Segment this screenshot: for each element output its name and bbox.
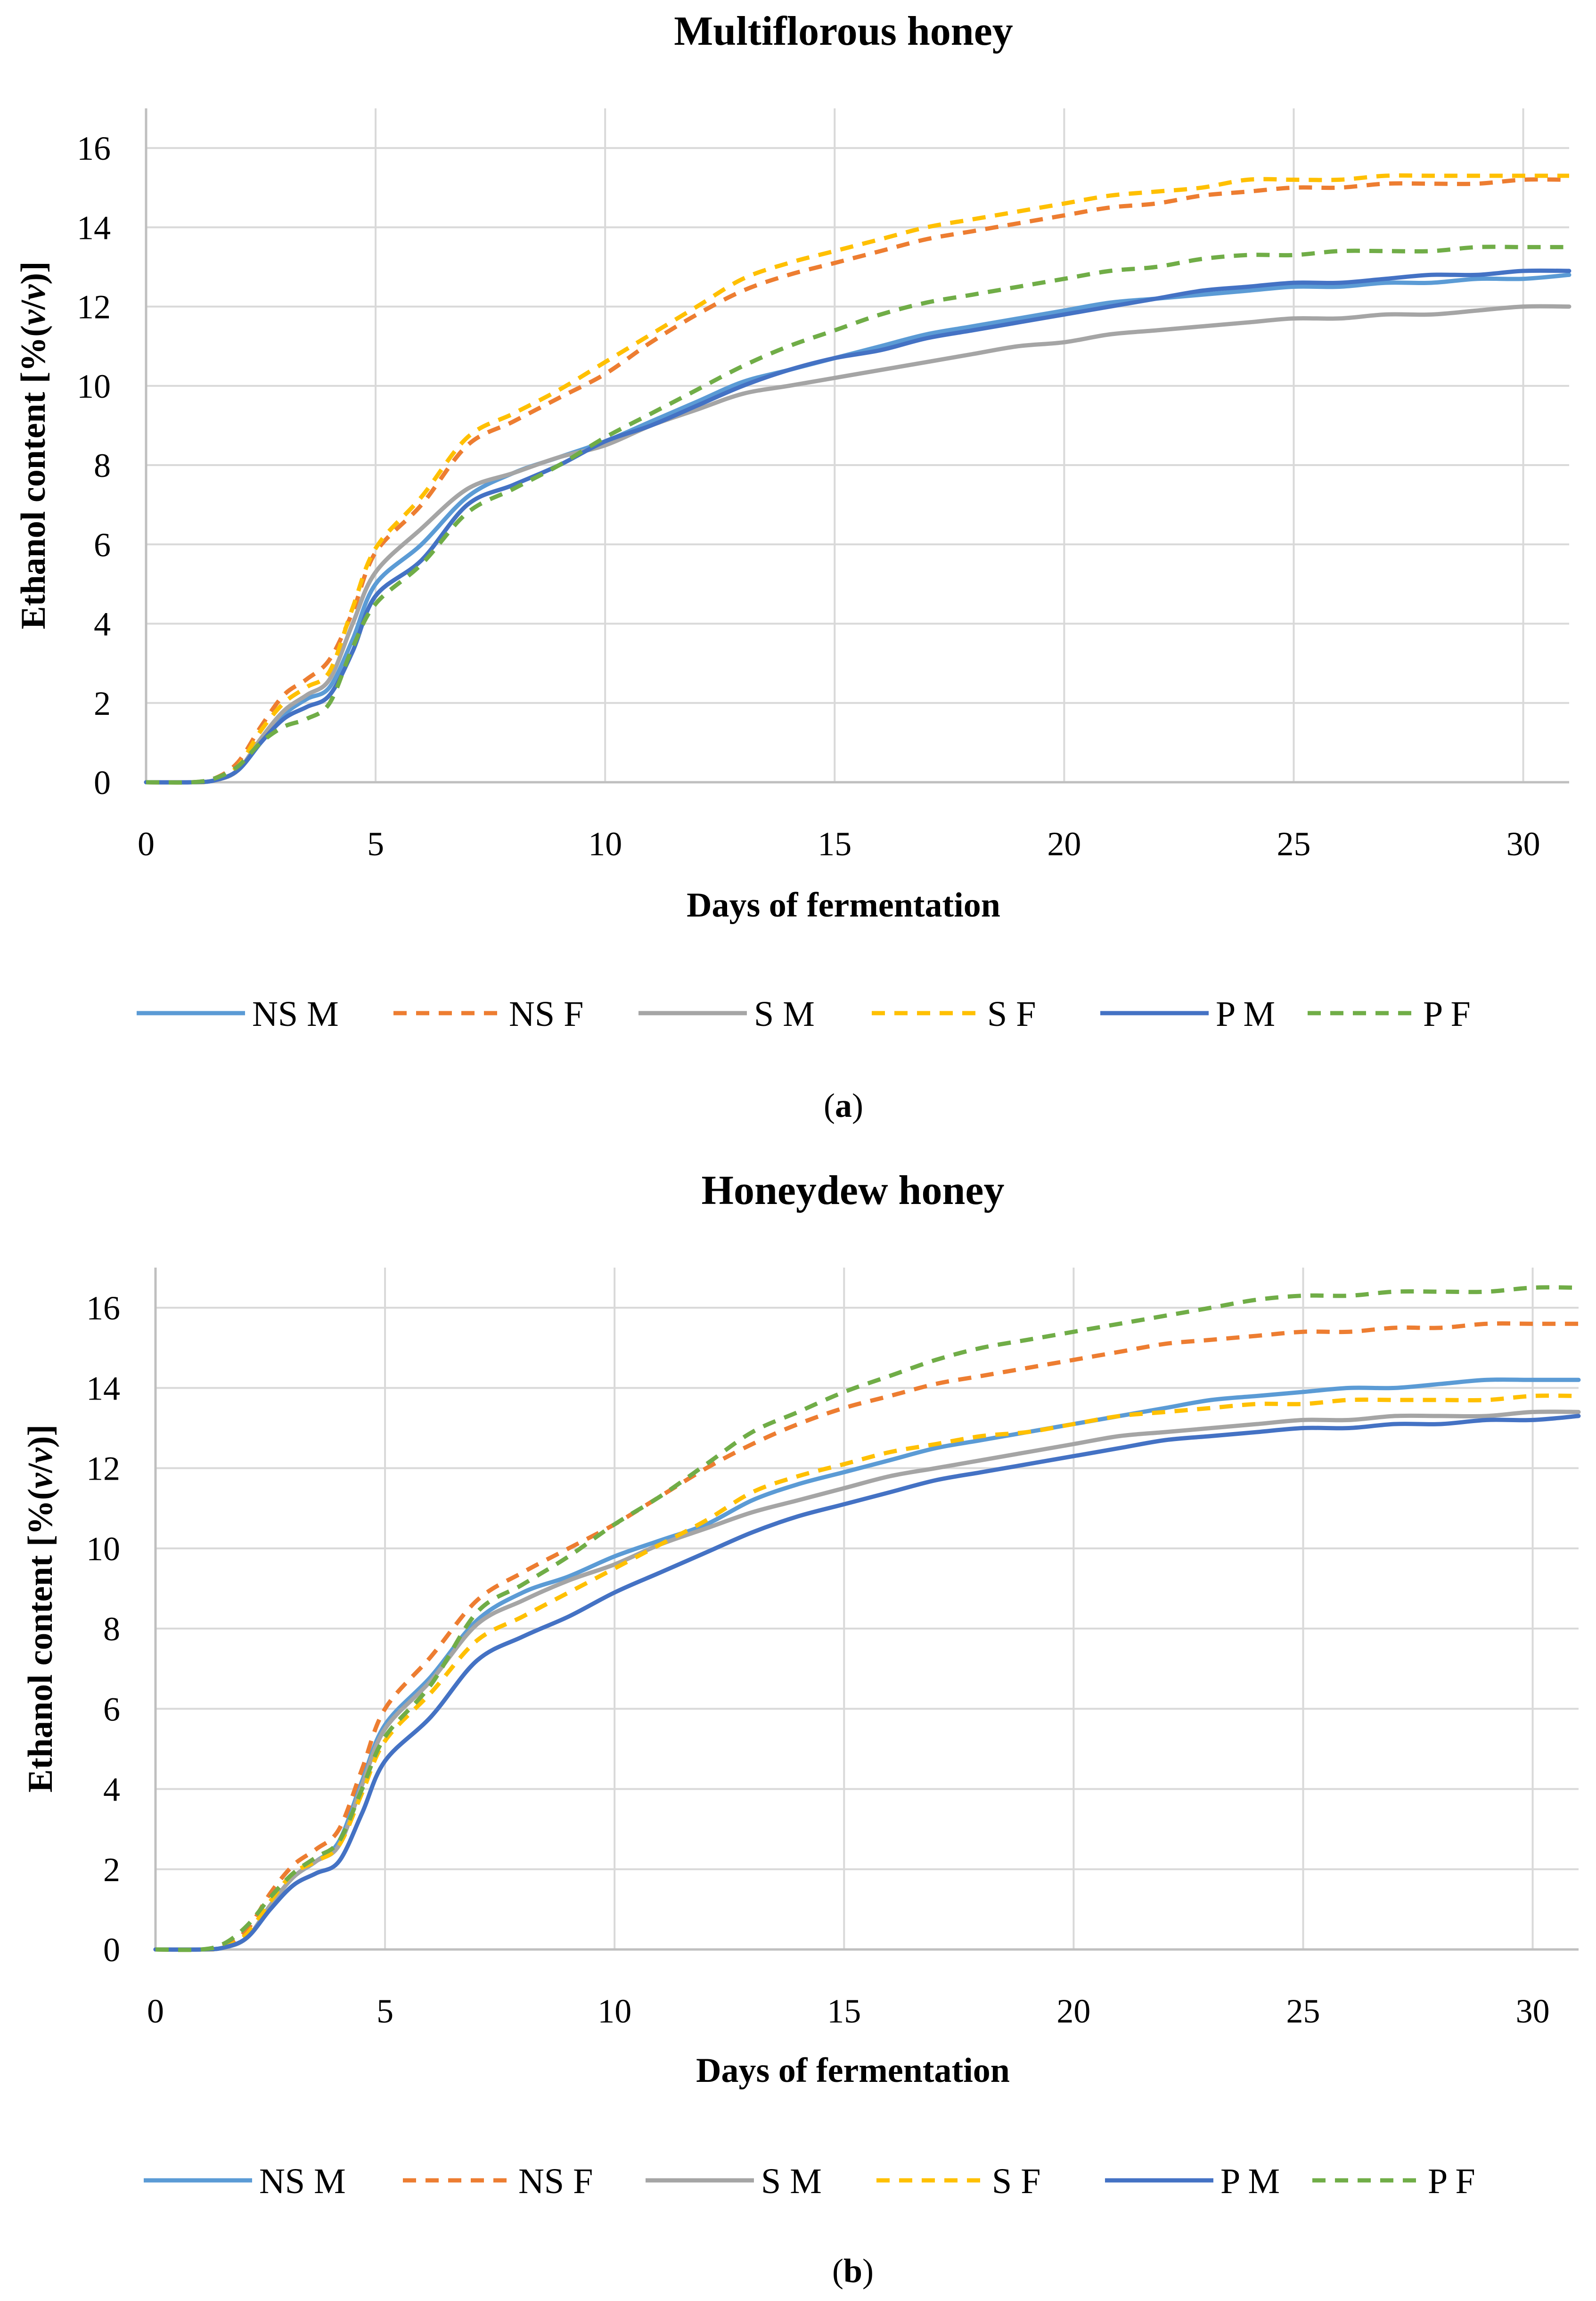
y-tick-label: 14: [86, 1369, 120, 1407]
legend: NS M NS F S M S F P M P F: [144, 2162, 1475, 2201]
y-tick-label: 14: [77, 209, 111, 246]
x-tick-label: 25: [1286, 1992, 1320, 2030]
y-tick-label: 6: [94, 526, 111, 564]
y-tick-label: 4: [94, 606, 111, 643]
series-line-s-m: [144, 304, 1571, 785]
legend-entry: P F: [1423, 994, 1471, 1034]
panel-label: (a): [824, 1087, 863, 1124]
x-tick-label: 15: [818, 825, 851, 863]
y-tick-label: 8: [103, 1610, 120, 1648]
series-line-ns-m: [144, 272, 1571, 785]
legend-entry: NS F: [509, 994, 583, 1034]
series-line-ns-m: [153, 1377, 1581, 1952]
x-tick-label: 30: [1516, 1992, 1550, 2030]
legend-entry: S F: [992, 2162, 1041, 2201]
legend-entry: NS M: [252, 994, 339, 1034]
panel-label: (b): [832, 2252, 874, 2290]
y-tick-label: 12: [86, 1450, 120, 1488]
series-line-ns-f: [155, 1321, 1579, 1952]
series-line-s-f: [146, 173, 1569, 785]
legend-entry: P F: [1428, 2162, 1475, 2201]
y-tick-label: 6: [103, 1690, 120, 1728]
x-tick-label: 20: [1047, 825, 1081, 863]
series-line-p-f: [155, 1285, 1579, 1952]
legend-entry: NS M: [259, 2162, 346, 2201]
series-line-s-f: [155, 1393, 1579, 1952]
series-line-p-m: [153, 1414, 1581, 1952]
x-axis-label: Days of fermentation: [687, 886, 1000, 925]
legend: NS M NS F S M S F P M P F: [137, 994, 1471, 1034]
legend-entry: S M: [761, 2162, 822, 2201]
y-tick-label: 2: [94, 685, 111, 722]
x-tick-label: 30: [1506, 825, 1540, 863]
chart-a: Multiflorous honey 0 5 10 15 20 25 30 0 2 4 6 8 10 12 1…: [14, 8, 1571, 1124]
x-tick-label: 10: [588, 825, 622, 863]
legend-entry: S F: [987, 994, 1036, 1034]
legend-entry: NS F: [518, 2162, 593, 2201]
x-tick-label: 5: [367, 825, 384, 863]
y-axis-label: Ethanol content [%(v/v)]: [21, 1425, 60, 1793]
legend-entry: S M: [754, 994, 815, 1034]
x-tick-label: 15: [827, 1992, 861, 2030]
legend-entry: P M: [1216, 994, 1275, 1034]
chart-b: Honeydew honey 0 5 10 15 20 25 30 0 2 4 6 8 10 12 14 16 D…: [21, 1168, 1581, 2290]
x-tick-label: 5: [376, 1992, 393, 2030]
x-axis-label: Days of fermentation: [696, 2051, 1010, 2090]
y-tick-label: 10: [77, 368, 111, 405]
y-tick-label: 12: [77, 288, 111, 326]
x-tick-label: 10: [597, 1992, 631, 2030]
series-line-ns-f: [146, 177, 1570, 785]
series-line-p-m: [144, 268, 1571, 785]
y-tick-label: 2: [103, 1851, 120, 1889]
y-tick-label: 16: [77, 130, 111, 167]
x-tick-label: 0: [147, 1992, 164, 2030]
y-tick-label: 16: [86, 1289, 120, 1327]
x-tick-label: 25: [1277, 825, 1310, 863]
y-axis-label: Ethanol content [%(v/v)]: [14, 261, 53, 629]
x-tick-label: 0: [138, 825, 155, 863]
chart-title: Honeydew honey: [702, 1168, 1005, 1213]
y-tick-label: 0: [94, 764, 111, 802]
chart-title: Multiflorous honey: [674, 8, 1013, 54]
legend-entry: P M: [1220, 2162, 1280, 2201]
y-tick-label: 8: [94, 447, 111, 484]
y-tick-label: 0: [103, 1931, 120, 1969]
x-tick-label: 20: [1056, 1992, 1090, 2030]
y-tick-label: 4: [103, 1771, 120, 1809]
y-tick-label: 10: [86, 1530, 120, 1568]
